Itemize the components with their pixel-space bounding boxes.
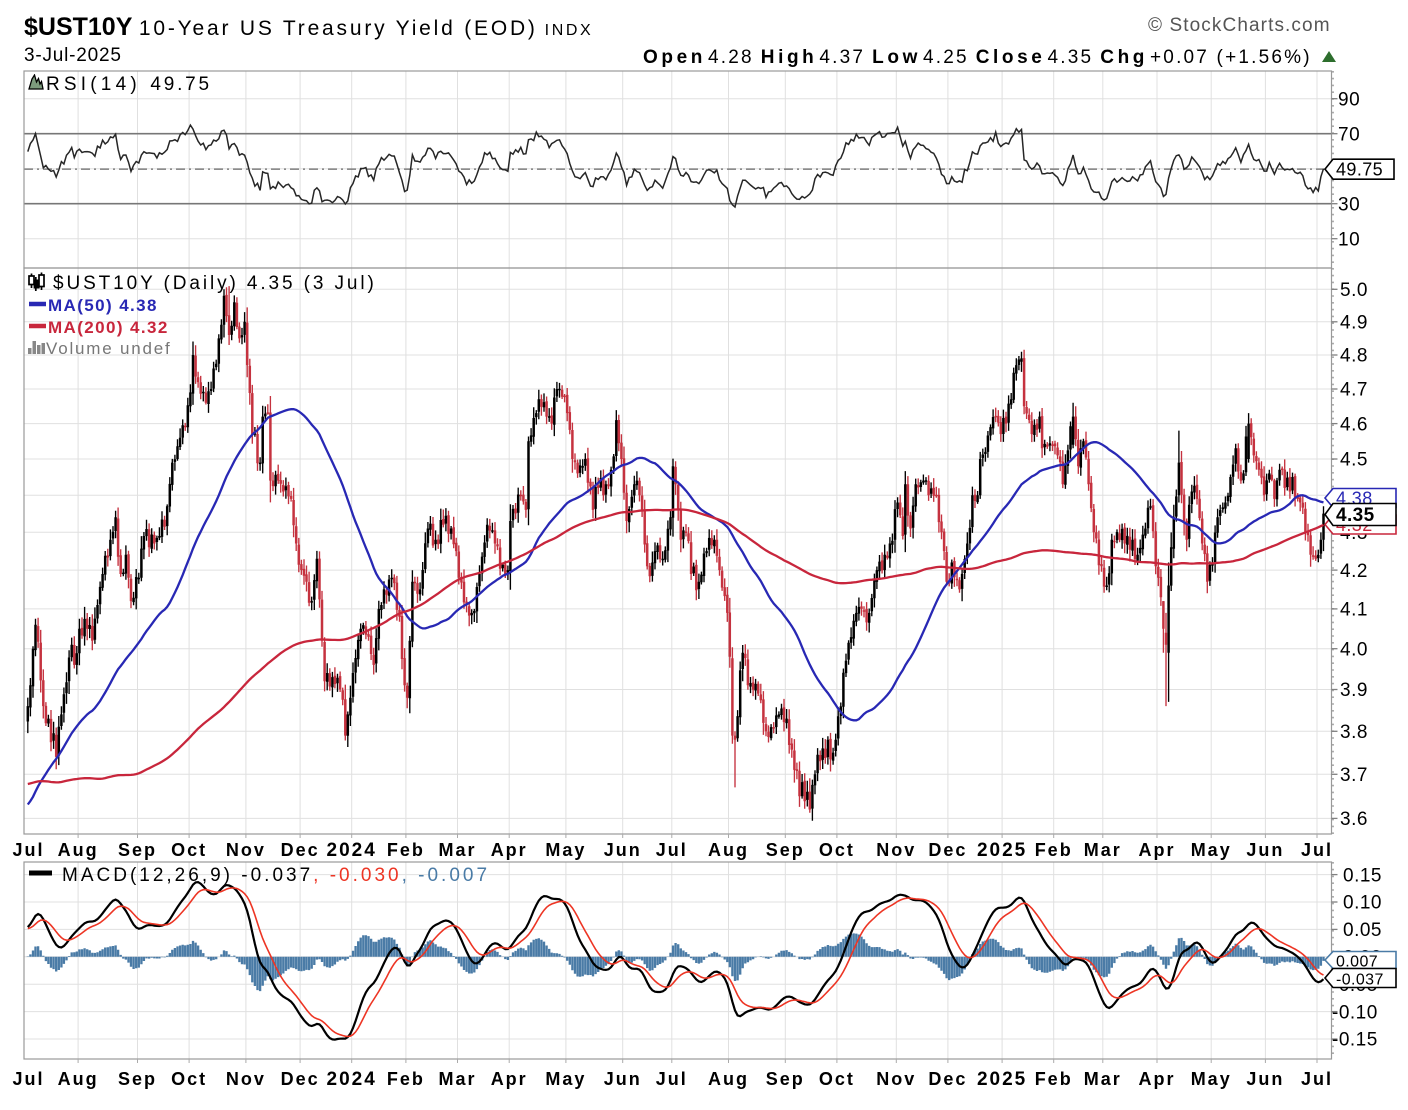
svg-text:Dec: Dec xyxy=(281,840,320,860)
svg-text:Jul: Jul xyxy=(656,840,688,860)
svg-text:70: 70 xyxy=(1338,124,1360,145)
svg-text:10: 10 xyxy=(1338,229,1360,250)
svg-text:Sep: Sep xyxy=(766,1069,805,1089)
svg-text:Aug: Aug xyxy=(708,1069,749,1089)
svg-text:Oct: Oct xyxy=(819,1069,855,1089)
svg-text:4.5: 4.5 xyxy=(1340,450,1368,471)
svg-text:Jul: Jul xyxy=(12,1069,44,1089)
svg-text:Mar: Mar xyxy=(1084,840,1122,860)
svg-text:0.10: 0.10 xyxy=(1343,893,1382,914)
svg-text:Sep: Sep xyxy=(118,1069,157,1089)
svg-text:Oct: Oct xyxy=(171,1069,207,1089)
svg-text:Apr: Apr xyxy=(491,1069,528,1089)
svg-text:Feb: Feb xyxy=(1035,1069,1073,1089)
svg-text:4.7: 4.7 xyxy=(1340,380,1368,401)
svg-text:Mar: Mar xyxy=(1084,1069,1122,1089)
svg-text:May: May xyxy=(545,1069,586,1089)
svg-text:Jul: Jul xyxy=(12,840,44,860)
svg-text:2025: 2025 xyxy=(977,1069,1027,1090)
svg-text:Nov: Nov xyxy=(226,840,266,860)
svg-text:4.0: 4.0 xyxy=(1340,639,1368,660)
svg-text:4.9: 4.9 xyxy=(1340,313,1368,334)
svg-text:3.6: 3.6 xyxy=(1340,809,1368,830)
svg-text:Jul: Jul xyxy=(1301,840,1333,860)
svg-text:Jun: Jun xyxy=(1246,1069,1284,1089)
svg-text:4.35: 4.35 xyxy=(1336,505,1375,526)
svg-text:Oct: Oct xyxy=(819,840,855,860)
svg-text:Mar: Mar xyxy=(438,1069,476,1089)
svg-text:Dec: Dec xyxy=(928,840,967,860)
svg-text:-0.037: -0.037 xyxy=(1336,971,1384,988)
svg-text:May: May xyxy=(545,840,586,860)
svg-text:30: 30 xyxy=(1338,194,1360,215)
svg-text:49.75: 49.75 xyxy=(1336,159,1383,179)
svg-text:2024: 2024 xyxy=(327,840,377,861)
svg-text:2025: 2025 xyxy=(977,840,1027,861)
svg-text:Apr: Apr xyxy=(1139,1069,1176,1089)
svg-text:Dec: Dec xyxy=(928,1069,967,1089)
svg-text:Nov: Nov xyxy=(876,840,916,860)
svg-text:May: May xyxy=(1191,1069,1232,1089)
svg-text:Sep: Sep xyxy=(118,840,157,860)
svg-text:4.2: 4.2 xyxy=(1340,561,1368,582)
svg-text:-0.10: -0.10 xyxy=(1332,1002,1378,1023)
svg-text:Feb: Feb xyxy=(387,1069,425,1089)
svg-text:3.8: 3.8 xyxy=(1340,722,1368,743)
svg-text:May: May xyxy=(1191,840,1232,860)
svg-text:Aug: Aug xyxy=(58,840,99,860)
svg-text:4.6: 4.6 xyxy=(1340,414,1368,435)
svg-text:Oct: Oct xyxy=(171,840,207,860)
svg-text:0.05: 0.05 xyxy=(1343,920,1382,941)
svg-text:4.1: 4.1 xyxy=(1340,600,1368,621)
svg-text:3.9: 3.9 xyxy=(1340,680,1368,701)
svg-text:4.8: 4.8 xyxy=(1340,346,1368,367)
svg-text:-0.15: -0.15 xyxy=(1332,1030,1378,1051)
svg-text:Nov: Nov xyxy=(876,1069,916,1089)
svg-text:3.7: 3.7 xyxy=(1340,765,1368,786)
svg-text:0.007: 0.007 xyxy=(1336,953,1378,970)
svg-text:Nov: Nov xyxy=(226,1069,266,1089)
svg-text:Aug: Aug xyxy=(58,1069,99,1089)
svg-text:Jul: Jul xyxy=(656,1069,688,1089)
svg-text:2024: 2024 xyxy=(327,1069,377,1090)
svg-text:Jul: Jul xyxy=(1301,1069,1333,1089)
svg-text:90: 90 xyxy=(1338,89,1360,110)
svg-text:Sep: Sep xyxy=(766,840,805,860)
svg-text:Dec: Dec xyxy=(281,1069,320,1089)
svg-text:Apr: Apr xyxy=(491,840,528,860)
svg-text:Jun: Jun xyxy=(1246,840,1284,860)
svg-text:5.0: 5.0 xyxy=(1340,280,1368,301)
svg-text:Mar: Mar xyxy=(438,840,476,860)
svg-text:0.15: 0.15 xyxy=(1343,865,1382,886)
svg-text:Apr: Apr xyxy=(1139,840,1176,860)
svg-text:Feb: Feb xyxy=(387,840,425,860)
svg-text:Jun: Jun xyxy=(604,1069,642,1089)
svg-text:Jun: Jun xyxy=(604,840,642,860)
svg-text:Aug: Aug xyxy=(708,840,749,860)
svg-text:Feb: Feb xyxy=(1035,840,1073,860)
